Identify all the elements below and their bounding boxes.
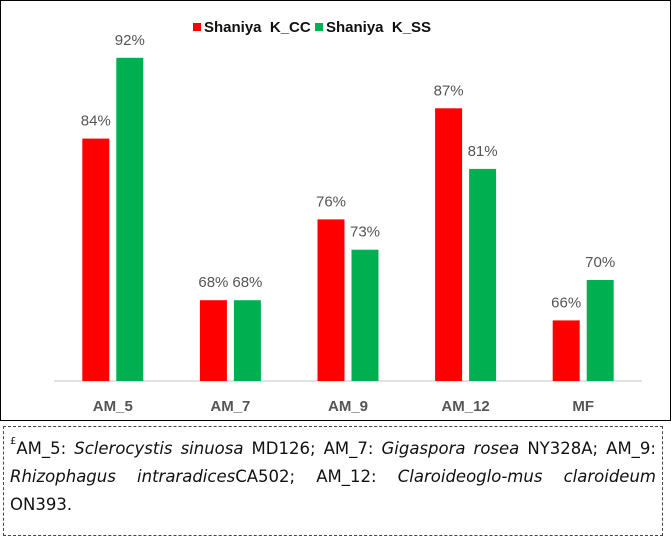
chart-frame	[0, 0, 671, 421]
x-tick-label: AM_9	[328, 398, 368, 415]
legend-swatch	[315, 23, 323, 31]
caption-mark: £	[10, 436, 17, 447]
legend-label: Shaniya K_CC	[204, 19, 311, 36]
bar-AM_12-0	[435, 108, 463, 382]
bar-AM_9-1	[351, 249, 379, 381]
caption-text: AM_5:	[16, 439, 75, 458]
bar-AM_5-1	[116, 57, 144, 382]
data-label: 68%	[232, 274, 262, 291]
x-tick-label: AM_5	[93, 398, 133, 415]
data-label: 70%	[585, 254, 615, 271]
bar-MF-0	[552, 320, 580, 381]
bar-chart: AM_5 84% 92% AM_7 68% 68% AM_9 76%73% AM_12 87% 81…	[54, 19, 642, 415]
species-name: Claroideoglo-mus claroideum	[397, 467, 656, 486]
figure-caption: £AM_5: Sclerocystis sinuosa MD126; AM_7:…	[3, 426, 663, 536]
bar-AM_5-0	[82, 138, 110, 381]
data-label: 76%	[316, 193, 346, 210]
data-label: 92%	[115, 32, 145, 49]
caption-text: NY328A; AM_9:	[519, 439, 656, 458]
bar-AM_7-1	[233, 300, 261, 381]
data-label: 66%	[551, 294, 581, 311]
data-label: 68%	[198, 274, 228, 291]
legend-swatch	[193, 23, 201, 31]
x-tick-label: AM_7	[210, 398, 250, 415]
species-name: Sclerocystis sinuosa	[74, 439, 244, 458]
bar-MF-1	[586, 280, 614, 381]
caption-text: ON393.	[10, 495, 73, 514]
x-tick-label: MF	[572, 398, 594, 415]
data-label: 84%	[81, 113, 111, 130]
species-name: Rhizophagus intraradices	[10, 467, 236, 486]
bar-AM_9-0	[317, 219, 345, 381]
data-label: 81%	[468, 143, 498, 160]
bar-AM_7-0	[199, 300, 227, 381]
legend-label: Shaniya K_SS	[326, 19, 431, 36]
caption-text: MD126; AM_7:	[243, 439, 382, 458]
caption-text: CA502; AM_12:	[235, 467, 398, 486]
data-label: 73%	[350, 224, 380, 241]
species-name: Gigaspora rosea	[381, 439, 520, 458]
x-tick-label: AM_12	[441, 398, 489, 415]
bar-AM_12-1	[469, 168, 497, 381]
data-label: 87%	[434, 82, 464, 99]
